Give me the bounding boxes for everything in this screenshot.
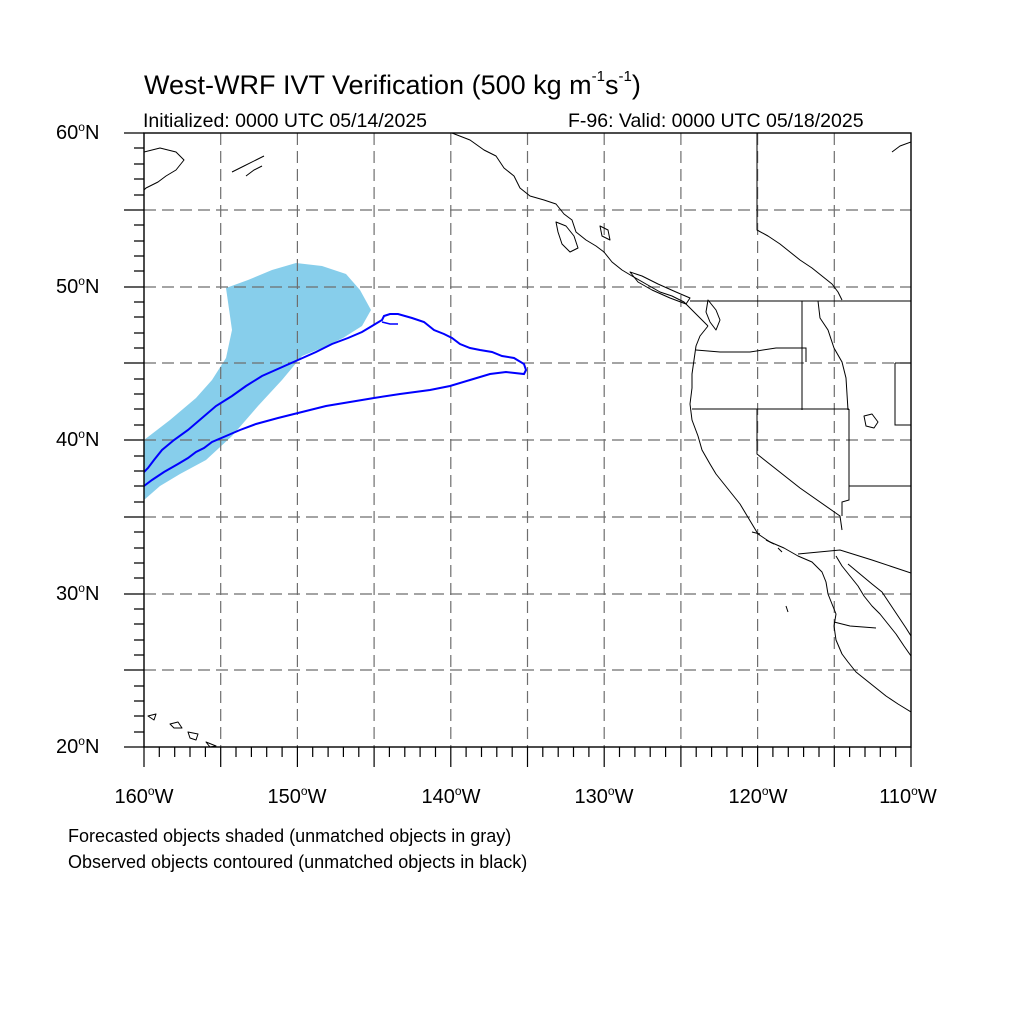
west-coast xyxy=(689,325,911,713)
idaho-border xyxy=(801,300,849,411)
initialized-time: Initialized: 0000 UTC 05/14/2025 xyxy=(143,110,428,132)
gridlines xyxy=(144,133,911,747)
alaska-islands xyxy=(231,155,265,177)
lon-label-160: 160oW xyxy=(114,784,174,808)
observed-note: Observed objects contoured (unmatched ob… xyxy=(68,852,528,872)
axis-ticks xyxy=(124,132,912,767)
lat-label-40: 40oN xyxy=(56,427,100,451)
lon-label-130: 130oW xyxy=(574,784,634,808)
baja-gulf-coast xyxy=(835,555,911,657)
valid-time: F-96: Valid: 0000 UTC 05/18/2025 xyxy=(568,110,864,132)
canada-province-lines xyxy=(756,133,843,301)
lon-label-140: 140oW xyxy=(421,784,481,808)
puget-sound xyxy=(705,299,721,331)
wyoming-border xyxy=(894,362,911,426)
canada-east-coast xyxy=(891,141,911,153)
map-title: West-WRF IVT Verification (500 kg m-1s-1… xyxy=(144,68,641,100)
hawaii-islands xyxy=(147,713,217,747)
mainland-mexico-coast xyxy=(847,563,911,637)
lon-label-110: 110oW xyxy=(879,784,937,808)
lon-label-120: 120oW xyxy=(728,784,788,808)
lat-label-30: 30oN xyxy=(56,581,100,605)
forecast-objects xyxy=(144,263,371,500)
coastlines xyxy=(144,133,911,747)
nevada-utah-border xyxy=(841,409,850,516)
channel-islands xyxy=(751,531,789,613)
california-nevada-border xyxy=(756,409,843,531)
observed-ivt-contour xyxy=(144,313,528,487)
forecast-note: Forecasted objects shaded (unmatched obj… xyxy=(68,826,512,846)
observed-objects xyxy=(144,313,528,487)
washington-oregon-border xyxy=(695,347,807,362)
bc-alaska-panhandle xyxy=(451,133,709,327)
political-borders xyxy=(690,300,911,629)
lat-label-50: 50oN xyxy=(56,274,100,298)
alaska-coast xyxy=(144,147,185,191)
coastal-islands xyxy=(555,221,691,305)
lon-label-150: 150oW xyxy=(267,784,327,808)
lat-label-20: 20oN xyxy=(56,734,100,758)
mexico-state-line xyxy=(833,621,877,629)
great-salt-lake xyxy=(863,413,879,429)
observed-contour-notch xyxy=(381,321,398,325)
us-mexico-border xyxy=(797,549,911,574)
forecast-ivt-object xyxy=(144,263,371,500)
lat-label-60: 60oN xyxy=(56,120,100,144)
